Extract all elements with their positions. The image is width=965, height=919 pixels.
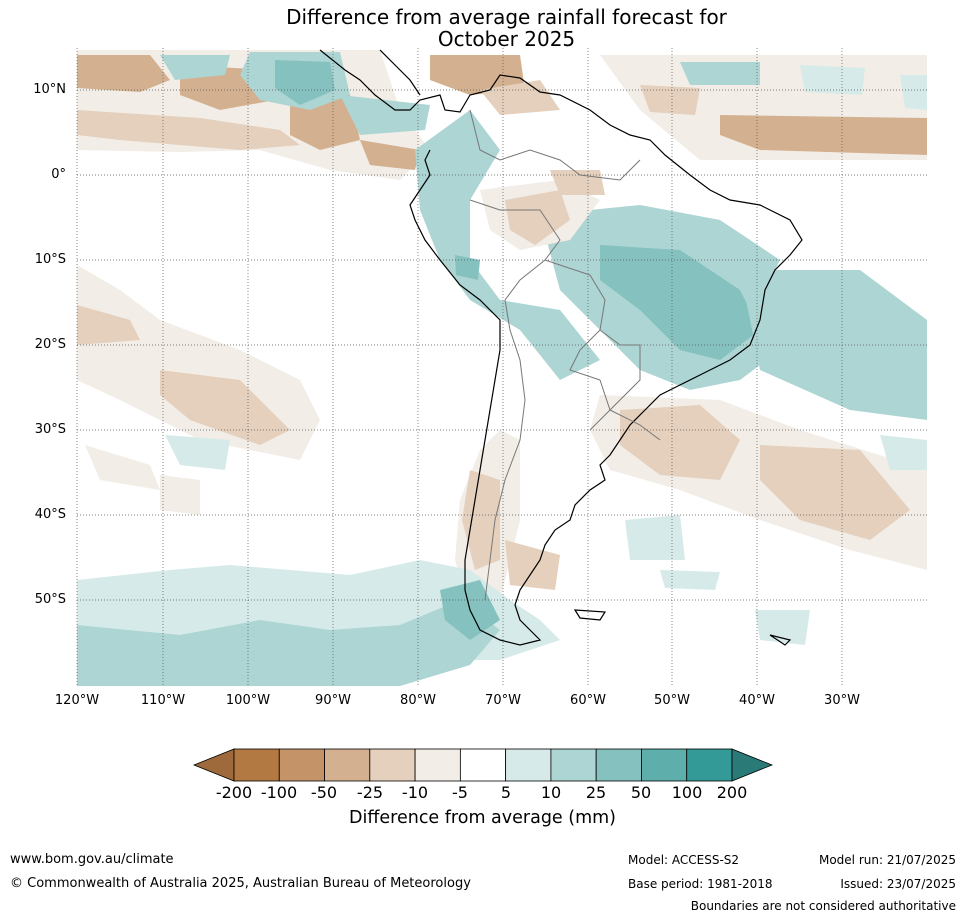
colorbar-swatch	[505, 748, 552, 782]
footer-model-run: Model run: 21/07/2025	[818, 853, 956, 867]
colorbar-swatch	[414, 748, 461, 782]
lon-label-30w: 30°W	[824, 693, 860, 708]
colorbar-swatch	[595, 748, 642, 782]
colorbar-tick: -25	[356, 783, 384, 802]
lon-label-90w: 90°W	[315, 693, 351, 708]
colorbar-tick: -200	[215, 783, 253, 802]
lat-label-30s: 30°S	[34, 422, 66, 437]
colorbar-tick: -10	[401, 783, 429, 802]
colorbar-tick: 50	[630, 783, 652, 802]
colorbar-swatch	[550, 748, 597, 782]
lat-label-20s: 20°S	[34, 337, 66, 352]
lon-label-100w: 100°W	[225, 693, 271, 708]
colorbar-tick: -5	[452, 783, 468, 802]
colorbar-tick: 5	[500, 783, 512, 802]
colorbar-swatch	[686, 748, 733, 782]
lon-label-50w: 50°W	[654, 693, 690, 708]
colorbar-tick: -100	[260, 783, 298, 802]
footer-model: Model: ACCESS-S2	[628, 853, 740, 867]
colorbar-tick: 100	[671, 783, 703, 802]
lon-label-60w: 60°W	[570, 693, 606, 708]
colorbar-extend-low	[192, 748, 235, 782]
lon-label-80w: 80°W	[400, 693, 436, 708]
lon-label-70w: 70°W	[485, 693, 521, 708]
colorbar-title: Difference from average (mm)	[348, 808, 617, 828]
lat-label-40s: 40°S	[34, 507, 66, 522]
colorbar-swatch	[459, 748, 507, 782]
footer-disclaimer: Boundaries are not considered authoritat…	[690, 899, 956, 913]
colorbar-swatch	[641, 748, 688, 782]
lat-label-10n: 10°N	[33, 82, 66, 97]
colorbar-tick: 25	[585, 783, 607, 802]
footer-issued: Issued: 23/07/2025	[840, 877, 956, 891]
footer-base-period: Base period: 1981-2018	[628, 877, 773, 891]
lat-label-0: 0°	[51, 167, 66, 182]
lon-label-120w: 120°W	[54, 693, 100, 708]
colorbar-swatch	[369, 748, 416, 782]
lat-label-50s: 50°S	[34, 592, 66, 607]
coastline	[319, 49, 803, 646]
footer-url: www.bom.gov.au/climate	[10, 852, 174, 867]
lat-label-10s: 10°S	[34, 252, 66, 267]
colorbar-tick: 10	[540, 783, 562, 802]
lon-label-110w: 110°W	[140, 693, 186, 708]
footer-copyright: © Commonwealth of Australia 2025, Austra…	[10, 876, 471, 891]
colorbar-swatch	[233, 748, 280, 782]
colorbar-extend-high	[731, 748, 774, 782]
colorbar-tick: 200	[716, 783, 748, 802]
colorbar-swatch	[278, 748, 325, 782]
country-borders	[469, 109, 661, 601]
map-gridlines	[76, 48, 927, 686]
anomaly-field	[77, 48, 927, 686]
colorbar-swatch	[324, 748, 371, 782]
lon-label-40w: 40°W	[739, 693, 775, 708]
colorbar-tick: -50	[310, 783, 338, 802]
chart-title-line2: October 2025	[437, 27, 576, 51]
chart-title-line1: Difference from average rainfall forecas…	[286, 5, 727, 29]
